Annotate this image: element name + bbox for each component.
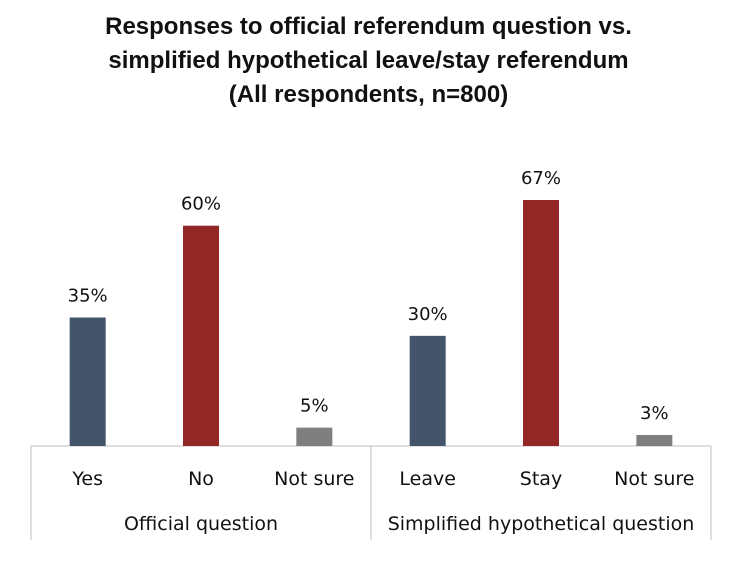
bars-layer	[69, 200, 673, 446]
data-label: 67%	[521, 168, 561, 189]
chart-title-line-2: simplified hypothetical leave/stay refer…	[108, 47, 629, 74]
x-tick-label: No	[188, 468, 214, 490]
bar-official-not-sure	[296, 427, 333, 446]
chart-title-line-3: (All respondents, n=800)	[228, 81, 509, 108]
data-label: 35%	[68, 285, 108, 306]
bar-official-no	[183, 225, 219, 446]
chart-title: Responses to official referendum questio…	[0, 10, 737, 112]
bar-simplified-leave	[409, 335, 446, 446]
axis-layer	[30, 445, 712, 540]
data-label: 3%	[640, 403, 669, 424]
group-label: Simplified hypothetical question	[388, 513, 695, 535]
x-tick-label: Not sure	[614, 468, 694, 490]
x-tick-label: Leave	[399, 468, 456, 490]
data-label: 60%	[181, 194, 221, 215]
bar-official-yes	[69, 317, 106, 446]
chart-title-line-1: Responses to official referendum questio…	[105, 13, 632, 40]
x-tick-label: Not sure	[274, 468, 354, 490]
data-label: 5%	[300, 396, 329, 417]
x-tick-label: Stay	[520, 468, 562, 490]
data-label: 30%	[408, 304, 448, 325]
labels-layer: 35% Yes 60% No 5% Not sure Official question 30…	[68, 168, 695, 535]
bar-simplified-stay	[523, 200, 559, 446]
bar-simplified-not-sure	[636, 434, 673, 446]
x-tick-label: Yes	[71, 468, 103, 490]
group-label: Official question	[124, 513, 278, 535]
